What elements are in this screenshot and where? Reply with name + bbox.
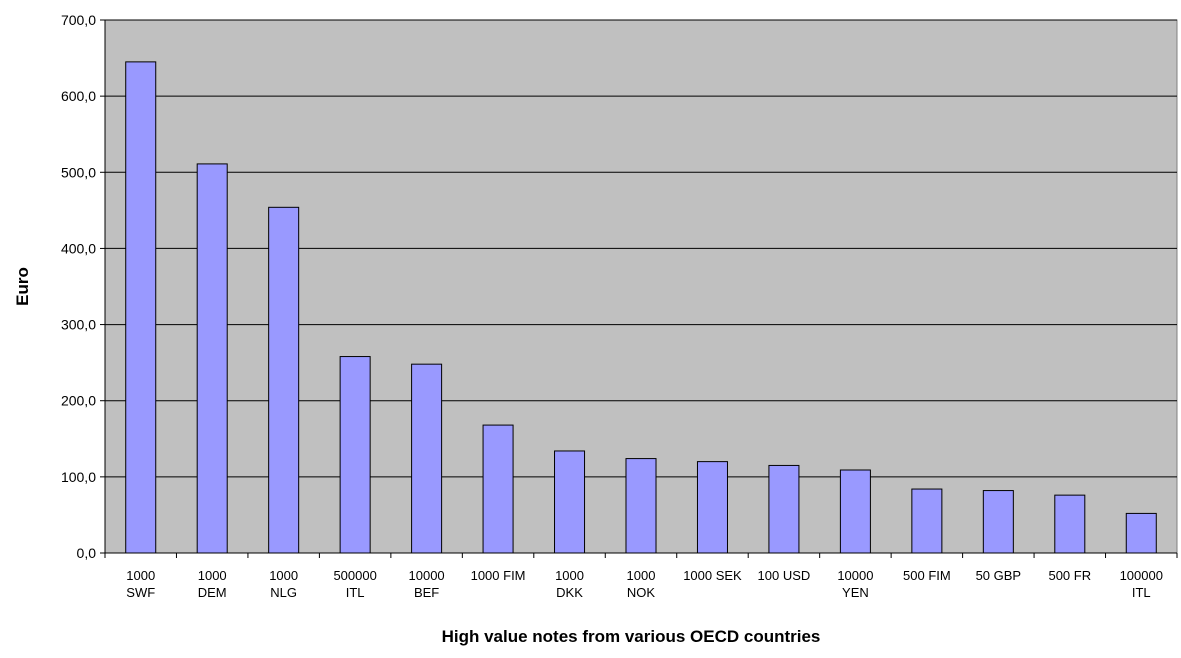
bar <box>768 464 800 554</box>
bars <box>125 61 1157 554</box>
x-category-label: 500 FIM <box>903 568 951 583</box>
x-category-label: 100000 ITL <box>1120 568 1163 600</box>
y-tick-labels: 0,0 100,0 200,0 300,0 400,0 500,0 600,0 700,0 <box>61 12 96 561</box>
bar <box>911 488 943 554</box>
bar <box>196 163 228 554</box>
axes <box>100 19 1178 558</box>
bar <box>625 458 657 554</box>
bar <box>1125 512 1157 554</box>
y-tick-label: 100,0 <box>61 469 96 485</box>
y-tick-label: 200,0 <box>61 393 96 409</box>
bar <box>339 356 371 554</box>
y-tick-label: 0,0 <box>77 545 97 561</box>
x-category-labels: 1000 SWF 1000 DEM 1000 NLG 500000 ITL 10000 BEF 10… <box>126 568 1163 600</box>
bar <box>125 61 157 554</box>
x-category-label: 1000 NLG <box>269 568 298 600</box>
bar <box>696 461 728 554</box>
y-axis-title: Euro <box>13 267 32 306</box>
x-category-label: 500 FR <box>1048 568 1091 583</box>
bar <box>482 424 514 554</box>
x-category-label: 100 USD <box>758 568 811 583</box>
x-category-label: 1000 SWF <box>126 568 155 600</box>
bar <box>982 490 1014 554</box>
bar <box>839 469 871 554</box>
y-tick-label: 400,0 <box>61 240 96 256</box>
bar <box>554 450 586 554</box>
x-axis-title: High value notes from various OECD count… <box>442 627 821 646</box>
bar <box>1054 494 1086 554</box>
x-category-label: 1000 DKK <box>555 568 584 600</box>
bar <box>268 206 300 554</box>
y-tick-label: 600,0 <box>61 88 96 104</box>
x-category-label: 50 GBP <box>976 568 1022 583</box>
y-tick-label: 700,0 <box>61 12 96 28</box>
x-category-label: 10000 BEF <box>409 568 445 600</box>
x-category-label: 500000 ITL <box>333 568 376 600</box>
x-category-label: 1000 SEK <box>683 568 742 583</box>
x-category-label: 10000 YEN <box>837 568 873 600</box>
y-tick-label: 500,0 <box>61 164 96 180</box>
x-category-label: 1000 NOK <box>627 568 656 600</box>
bar <box>411 363 443 554</box>
x-category-label: 1000 FIM <box>471 568 526 583</box>
x-category-label: 1000 DEM <box>198 568 227 600</box>
y-tick-label: 300,0 <box>61 317 96 333</box>
